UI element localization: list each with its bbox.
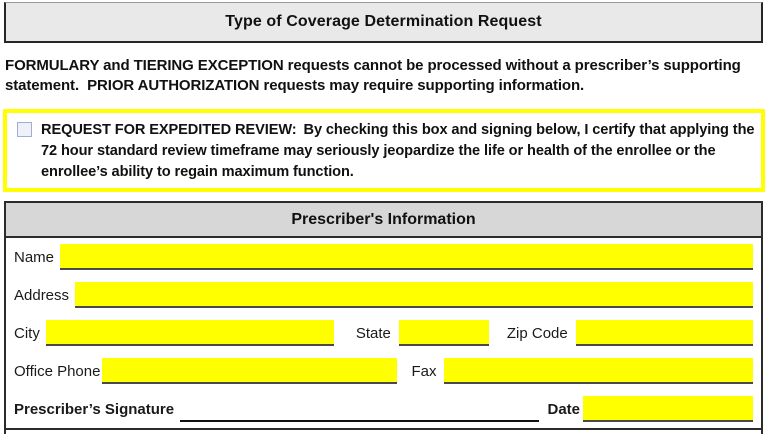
expedited-review-statement: By checking this box and signing below, … (41, 122, 755, 180)
prescriber-info-table: Prescriber's Information Name Address Ci… (4, 201, 763, 434)
address-label: Address (14, 286, 70, 304)
city-label: City (14, 324, 40, 342)
section-title: Type of Coverage Determination Request (225, 13, 542, 30)
row-city-state-zip: City State Zip Code (6, 314, 761, 352)
expedited-review-box: REQUEST FOR EXPEDITED REVIEW: By checking… (3, 109, 765, 192)
zip-code-label: Zip Code (506, 324, 568, 342)
state-label: State (355, 324, 391, 342)
row-address: Address (6, 276, 761, 314)
office-phone-label: Office Phone (14, 362, 101, 380)
name-label: Name (14, 248, 55, 266)
name-field[interactable] (60, 244, 753, 270)
row-phone-fax: Office Phone Fax (6, 352, 761, 390)
prescriber-signature-line[interactable] (180, 408, 540, 422)
prescriber-signature-label: Prescriber’s Signature (14, 400, 175, 418)
date-field[interactable] (583, 396, 753, 422)
fax-label: Fax (411, 362, 437, 380)
fax-field[interactable] (444, 358, 753, 384)
zip-code-field[interactable] (575, 320, 753, 346)
date-label: Date (547, 400, 580, 418)
row-signature: Prescriber’s Signature Date (6, 390, 761, 428)
expedited-review-text: REQUEST FOR EXPEDITED REVIEW: By checking… (41, 120, 755, 183)
expedited-review-label: REQUEST FOR EXPEDITED REVIEW: (41, 122, 297, 138)
intro-paragraph: FORMULARY and TIERING EXCEPTION requests… (5, 57, 745, 94)
table-bottom-border (6, 428, 761, 430)
office-phone-field[interactable] (102, 358, 398, 384)
state-field[interactable] (398, 320, 489, 346)
section-title-bar: Type of Coverage Determination Request (4, 2, 763, 43)
row-name: Name (6, 238, 761, 276)
prescriber-info-header: Prescriber's Information (6, 203, 761, 238)
expedited-review-checkbox[interactable] (17, 122, 32, 137)
address-field[interactable] (75, 282, 753, 308)
city-field[interactable] (45, 320, 334, 346)
